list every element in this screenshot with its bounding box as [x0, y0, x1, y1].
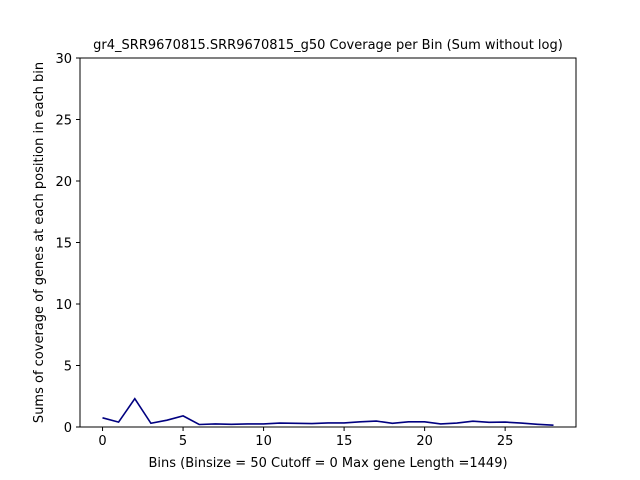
x-axis-ticks: 0 5 10 15 20 25 — [98, 427, 513, 449]
y-tick-label: 25 — [55, 114, 72, 129]
y-tick-label: 15 — [55, 237, 72, 252]
chart-title: gr4_SRR9670815.SRR9670815_g50 Coverage p… — [93, 38, 563, 53]
y-tick-label: 5 — [64, 360, 72, 375]
x-tick-label: 25 — [497, 434, 514, 449]
series-line — [102, 397, 554, 426]
y-tick-label: 30 — [55, 52, 72, 67]
y-axis-ticks: 0 5 10 15 20 25 30 — [55, 52, 80, 436]
x-tick-label: 0 — [98, 434, 106, 449]
y-tick-label: 20 — [55, 175, 72, 190]
x-tick-label: 20 — [416, 434, 433, 449]
y-axis-label: Sums of coverage of genes at each positi… — [32, 62, 47, 423]
y-tick-label: 10 — [55, 298, 72, 313]
x-tick-label: 5 — [179, 434, 187, 449]
y-tick-label: 0 — [64, 421, 72, 436]
x-tick-label: 15 — [336, 434, 353, 449]
x-tick-label: 10 — [255, 434, 272, 449]
plot-frame — [79, 57, 577, 428]
x-axis-label: Bins (Binsize = 50 Cutoff = 0 Max gene L… — [148, 456, 507, 471]
